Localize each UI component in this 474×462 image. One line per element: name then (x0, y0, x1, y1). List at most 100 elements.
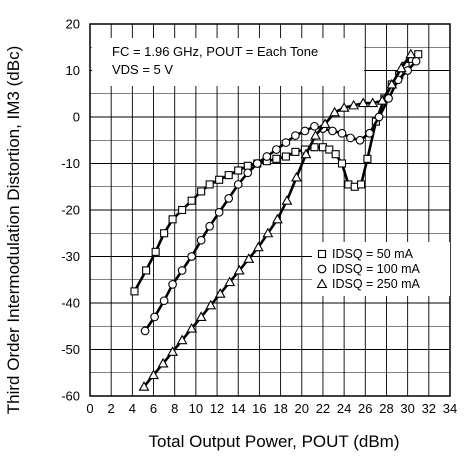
x-tick-label: 6 (150, 401, 157, 416)
data-point-square (224, 171, 233, 180)
x-tick-label: 2 (108, 401, 115, 416)
x-tick-label: 10 (189, 401, 203, 416)
x-tick-label: 26 (358, 401, 372, 416)
x-tick-label: 24 (337, 401, 351, 416)
data-point-triangle (252, 241, 264, 252)
x-tick-label: 12 (210, 401, 224, 416)
x-tick-label: 18 (273, 401, 287, 416)
data-point-square (243, 161, 252, 170)
data-point-triangle (157, 357, 169, 368)
data-point-square (331, 150, 340, 159)
data-point-triangle (271, 213, 283, 224)
y-tick-label: -40 (61, 296, 80, 311)
series-layer (130, 48, 423, 391)
data-point-circle (346, 133, 355, 143)
legend-marker-square (317, 249, 327, 259)
data-point-triangle (291, 171, 302, 182)
data-point-triangle (243, 253, 255, 263)
data-point-triangle (319, 118, 331, 129)
x-tick-label: 34 (443, 401, 457, 416)
data-point-circle (150, 312, 159, 322)
data-point-triangle (348, 99, 360, 110)
data-point-triangle (300, 148, 312, 159)
data-point-circle (187, 252, 196, 261)
data-point-square (205, 180, 214, 189)
legend-marker-circle (317, 264, 327, 274)
data-point-square (234, 166, 243, 175)
data-point-square (160, 229, 169, 238)
legend: IDSQ = 50 mA IDSQ = 100 mA IDSQ = 250 mA (312, 242, 450, 296)
data-point-square (291, 147, 300, 156)
data-point-circle (411, 56, 421, 66)
data-point-square (363, 154, 372, 163)
data-point-triangle (338, 102, 350, 112)
x-tick-label: 28 (379, 401, 393, 416)
y-tick-label: -30 (61, 249, 80, 264)
data-point-circle (140, 326, 150, 336)
data-point-square (197, 187, 206, 196)
legend-markers (316, 249, 328, 289)
data-point-triangle (233, 264, 245, 275)
data-point-square (151, 247, 160, 256)
legend-label-100ma: IDSQ = 100 mA (332, 262, 421, 276)
x-tick-label: 8 (171, 401, 178, 416)
data-point-triangle (386, 78, 398, 89)
data-point-circle (281, 138, 291, 147)
data-point-circle (168, 280, 177, 289)
data-point-triangle (224, 276, 236, 287)
data-point-circle (159, 296, 169, 306)
data-point-triangle (148, 369, 159, 380)
annotation-conditions: FC = 1.96 GHz, POUT = Each Tone (112, 44, 318, 59)
data-point-square (337, 159, 347, 168)
x-tick-label: 32 (422, 401, 436, 416)
data-point-triangle (186, 322, 198, 333)
y-tick-label: -50 (61, 342, 80, 357)
x-tick-label: 14 (231, 401, 245, 416)
legend-label-50ma: IDSQ = 50 mA (332, 247, 414, 261)
data-point-triangle (395, 62, 407, 73)
data-point-circle (252, 159, 262, 168)
data-point-triangle (205, 299, 217, 310)
x-axis-title: Total Output Power, POUT (dBm) (149, 432, 400, 451)
y-tick-label: -60 (61, 389, 80, 404)
data-point-triangle (310, 129, 321, 140)
data-point-triangle (167, 346, 179, 356)
data-point-circle (291, 131, 300, 140)
data-point-square (215, 175, 224, 184)
series-triangle (138, 48, 417, 391)
tick-labels: 0 2 4 6 8 10 12 14 16 18 20 22 24 26 28 30 32 3420100-10-… (61, 17, 457, 417)
data-point-square (272, 154, 281, 163)
data-point-circle (310, 121, 319, 131)
data-point-triangle (367, 97, 379, 108)
data-point-circle (233, 180, 243, 189)
legend-label-250ma: IDSQ = 250 mA (332, 277, 421, 291)
data-point-circle (196, 235, 206, 245)
data-point-square (168, 215, 177, 224)
data-point-triangle (405, 48, 417, 59)
y-axis-title: Third Order Intermodulation Distortion, … (4, 46, 23, 414)
data-point-circle (214, 207, 224, 217)
series-circle (140, 56, 421, 336)
data-point-square (178, 205, 187, 215)
data-point-triangle (262, 227, 274, 238)
y-tick-label: -20 (61, 203, 80, 218)
data-point-square (357, 180, 366, 189)
data-point-triangle (376, 95, 388, 105)
x-tick-label: 4 (129, 401, 136, 416)
data-point-circle (374, 112, 384, 122)
y-tick-label: -10 (61, 156, 80, 171)
data-point-square (142, 266, 151, 275)
data-point-circle (337, 128, 347, 138)
data-point-triangle (138, 381, 150, 391)
x-tick-label: 22 (316, 401, 330, 416)
data-point-triangle (281, 195, 293, 205)
data-point-square (325, 145, 334, 154)
data-point-triangle (329, 106, 341, 117)
data-point-triangle (214, 288, 226, 298)
data-point-square (187, 196, 196, 205)
data-point-circle (328, 126, 337, 136)
x-tick-label: 30 (400, 401, 414, 416)
plot-area (89, 23, 451, 397)
data-point-circle (300, 126, 310, 136)
